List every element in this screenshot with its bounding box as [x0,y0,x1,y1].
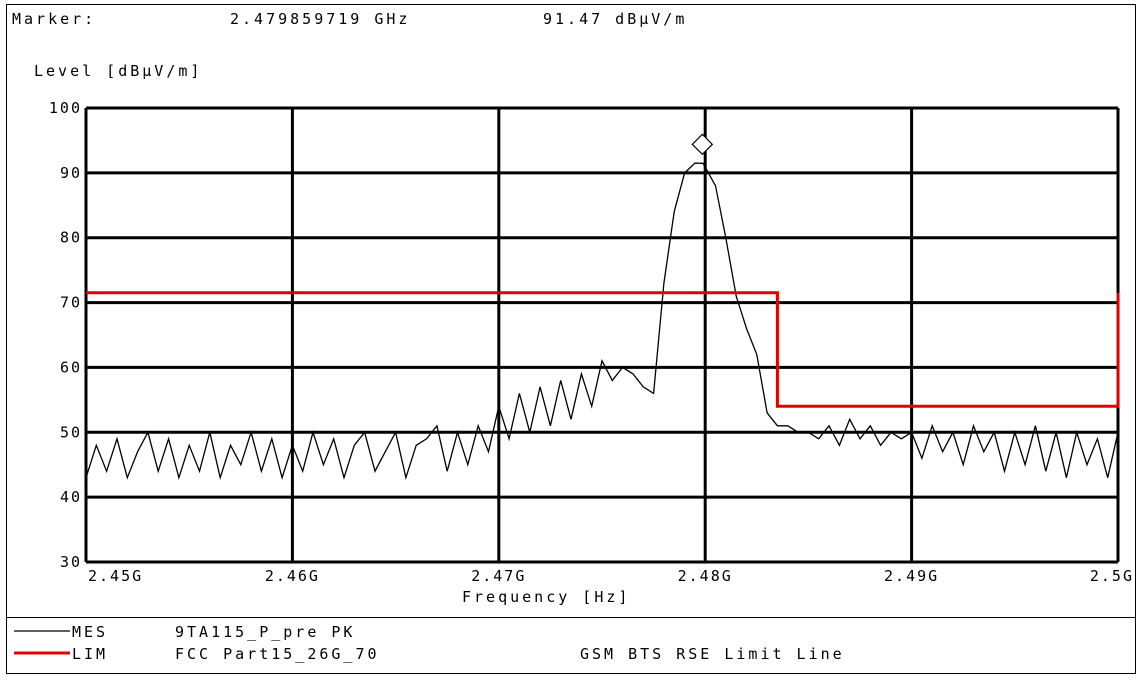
x-tick-label: 2.46G [265,567,320,585]
legend-mes-text: 9TA115_P_pre PK [175,623,356,641]
marker-level: 91.47 dBµV/m [543,10,688,28]
y-tick-label: 50 [60,423,82,441]
legend-mes-key: MES [72,623,109,641]
marker-frequency: 2.479859719 GHz [230,10,411,28]
marker-diamond [691,133,714,156]
y-tick-label: 100 [49,99,82,117]
x-tick-label: 2.48G [678,567,733,585]
series-line-lim [86,291,1120,408]
y-tick-label: 70 [60,294,82,312]
y-tick-label: 90 [60,164,82,182]
y-tick-label: 60 [60,358,82,376]
y-tick-label: 30 [60,553,82,571]
x-axis-label: Frequency [Hz] [462,588,631,606]
y-axis-label: Level [dBµV/m] [34,62,203,80]
x-tick-label: 2.47G [471,567,526,585]
x-tick-label: 2.45G [88,567,143,585]
x-tick-label: 2.49G [884,567,939,585]
legend-lim-text: FCC Part15_26G_70 [175,645,380,663]
y-tick-label: 80 [60,229,82,247]
legend-lim-note: GSM BTS RSE Limit Line [580,645,845,663]
x-tick-label: 2.5G [1090,567,1134,585]
legend-separator [7,617,1135,618]
y-tick-label: 40 [60,488,82,506]
series-line-mes [85,162,1119,481]
legend-lim-key: LIM [72,645,109,663]
marker-label: Marker: [12,10,97,28]
